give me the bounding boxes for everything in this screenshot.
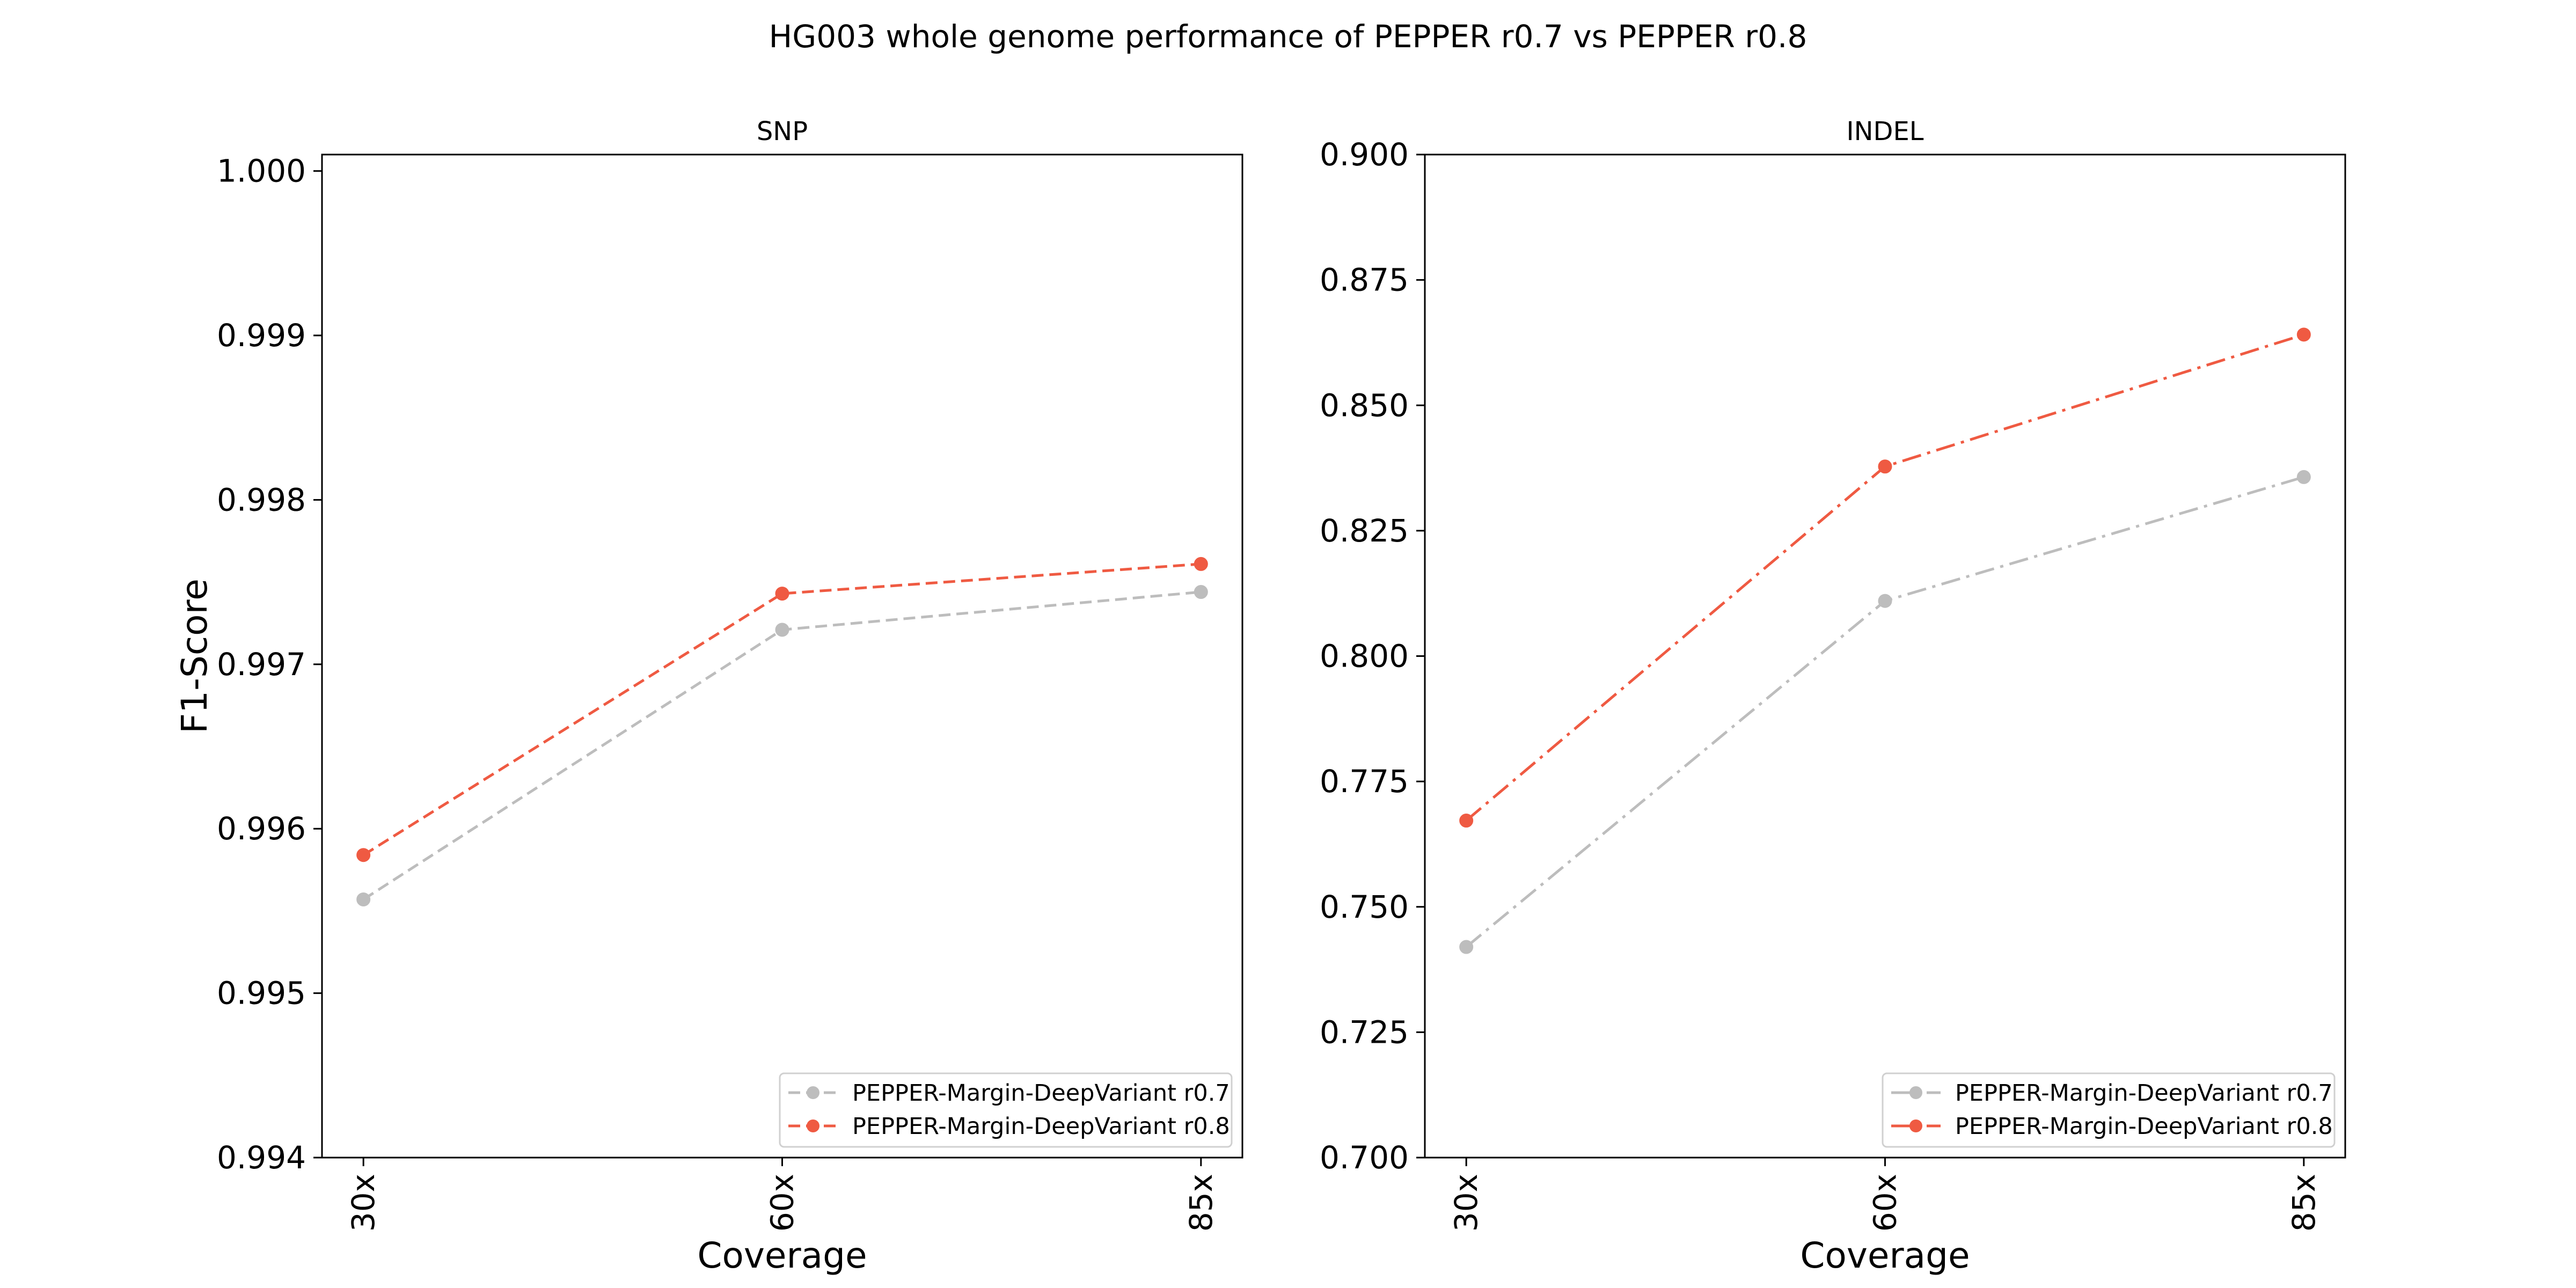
y-tick-label: 0.875 (1320, 262, 1409, 298)
legend-marker (1909, 1086, 1922, 1099)
y-tick-label: 0.700 (1320, 1139, 1409, 1176)
data-point (356, 892, 371, 906)
y-tick-label: 0.995 (217, 975, 306, 1012)
y-tick-label: 1.000 (217, 153, 306, 189)
legend-box (779, 1072, 1233, 1148)
legend-label: PEPPER-Margin-DeepVariant r0.7 (1955, 1080, 2333, 1107)
y-tick-label: 0.800 (1320, 638, 1409, 675)
y-tick-label: 0.725 (1320, 1014, 1409, 1050)
y-tick-label: 0.994 (217, 1139, 306, 1176)
series-line (362, 562, 1202, 857)
x-tick-label: 30x (1448, 1174, 1484, 1232)
y-axis-label: F1-Score (174, 579, 215, 734)
y-tick-label: 0.900 (1320, 136, 1409, 173)
data-point (1878, 594, 1892, 608)
y-tick-label: 0.775 (1320, 763, 1409, 800)
data-point (1194, 557, 1208, 571)
x-tick-label: 85x (2286, 1174, 2322, 1232)
data-point (2296, 470, 2311, 484)
x-tick-label: 30x (345, 1174, 382, 1232)
x-tick-label: 85x (1183, 1174, 1219, 1232)
subplot-title: INDEL (1846, 116, 1923, 147)
figure-title: HG003 whole genome performance of PEPPER… (769, 18, 1807, 55)
data-point (356, 848, 371, 862)
y-tick-label: 0.996 (217, 810, 306, 847)
legend-marker (807, 1086, 819, 1099)
y-tick-label: 0.825 (1320, 513, 1409, 549)
x-tick-label: 60x (1867, 1174, 1904, 1232)
legend-label: PEPPER-Margin-DeepVariant r0.7 (852, 1080, 1230, 1107)
y-tick-label: 0.750 (1320, 889, 1409, 925)
data-point (2296, 327, 2311, 342)
subplot-title: SNP (757, 116, 808, 147)
legend-label: PEPPER-Margin-DeepVariant r0.8 (852, 1113, 1230, 1140)
data-point (1459, 814, 1474, 828)
data-point (775, 623, 789, 637)
data-point (1878, 459, 1892, 474)
data-point (1194, 585, 1208, 599)
indel-panel: INDEL 0.700 0.725 0.750 0.775 0.800 0.825 0.850… (1320, 116, 2346, 1276)
y-tick-label: 0.850 (1320, 387, 1409, 423)
y-tick-label: 0.999 (217, 317, 306, 354)
legend-box (1882, 1072, 2336, 1148)
snp-panel: SNP 0.994 0.995 0.996 0.997 0.998 0.999 1.000 30… (174, 116, 1243, 1276)
y-tick-label: 0.998 (217, 481, 306, 518)
legend-label: PEPPER-Margin-DeepVariant r0.8 (1955, 1113, 2333, 1140)
legend-marker (807, 1119, 819, 1132)
x-axis-label: Coverage (697, 1235, 867, 1276)
x-tick-label: 60x (764, 1174, 801, 1232)
data-point (775, 587, 789, 601)
x-axis-label: Coverage (1800, 1235, 1970, 1276)
y-tick-label: 0.997 (217, 646, 306, 683)
legend-marker (1909, 1119, 1922, 1132)
data-point (1459, 940, 1474, 954)
